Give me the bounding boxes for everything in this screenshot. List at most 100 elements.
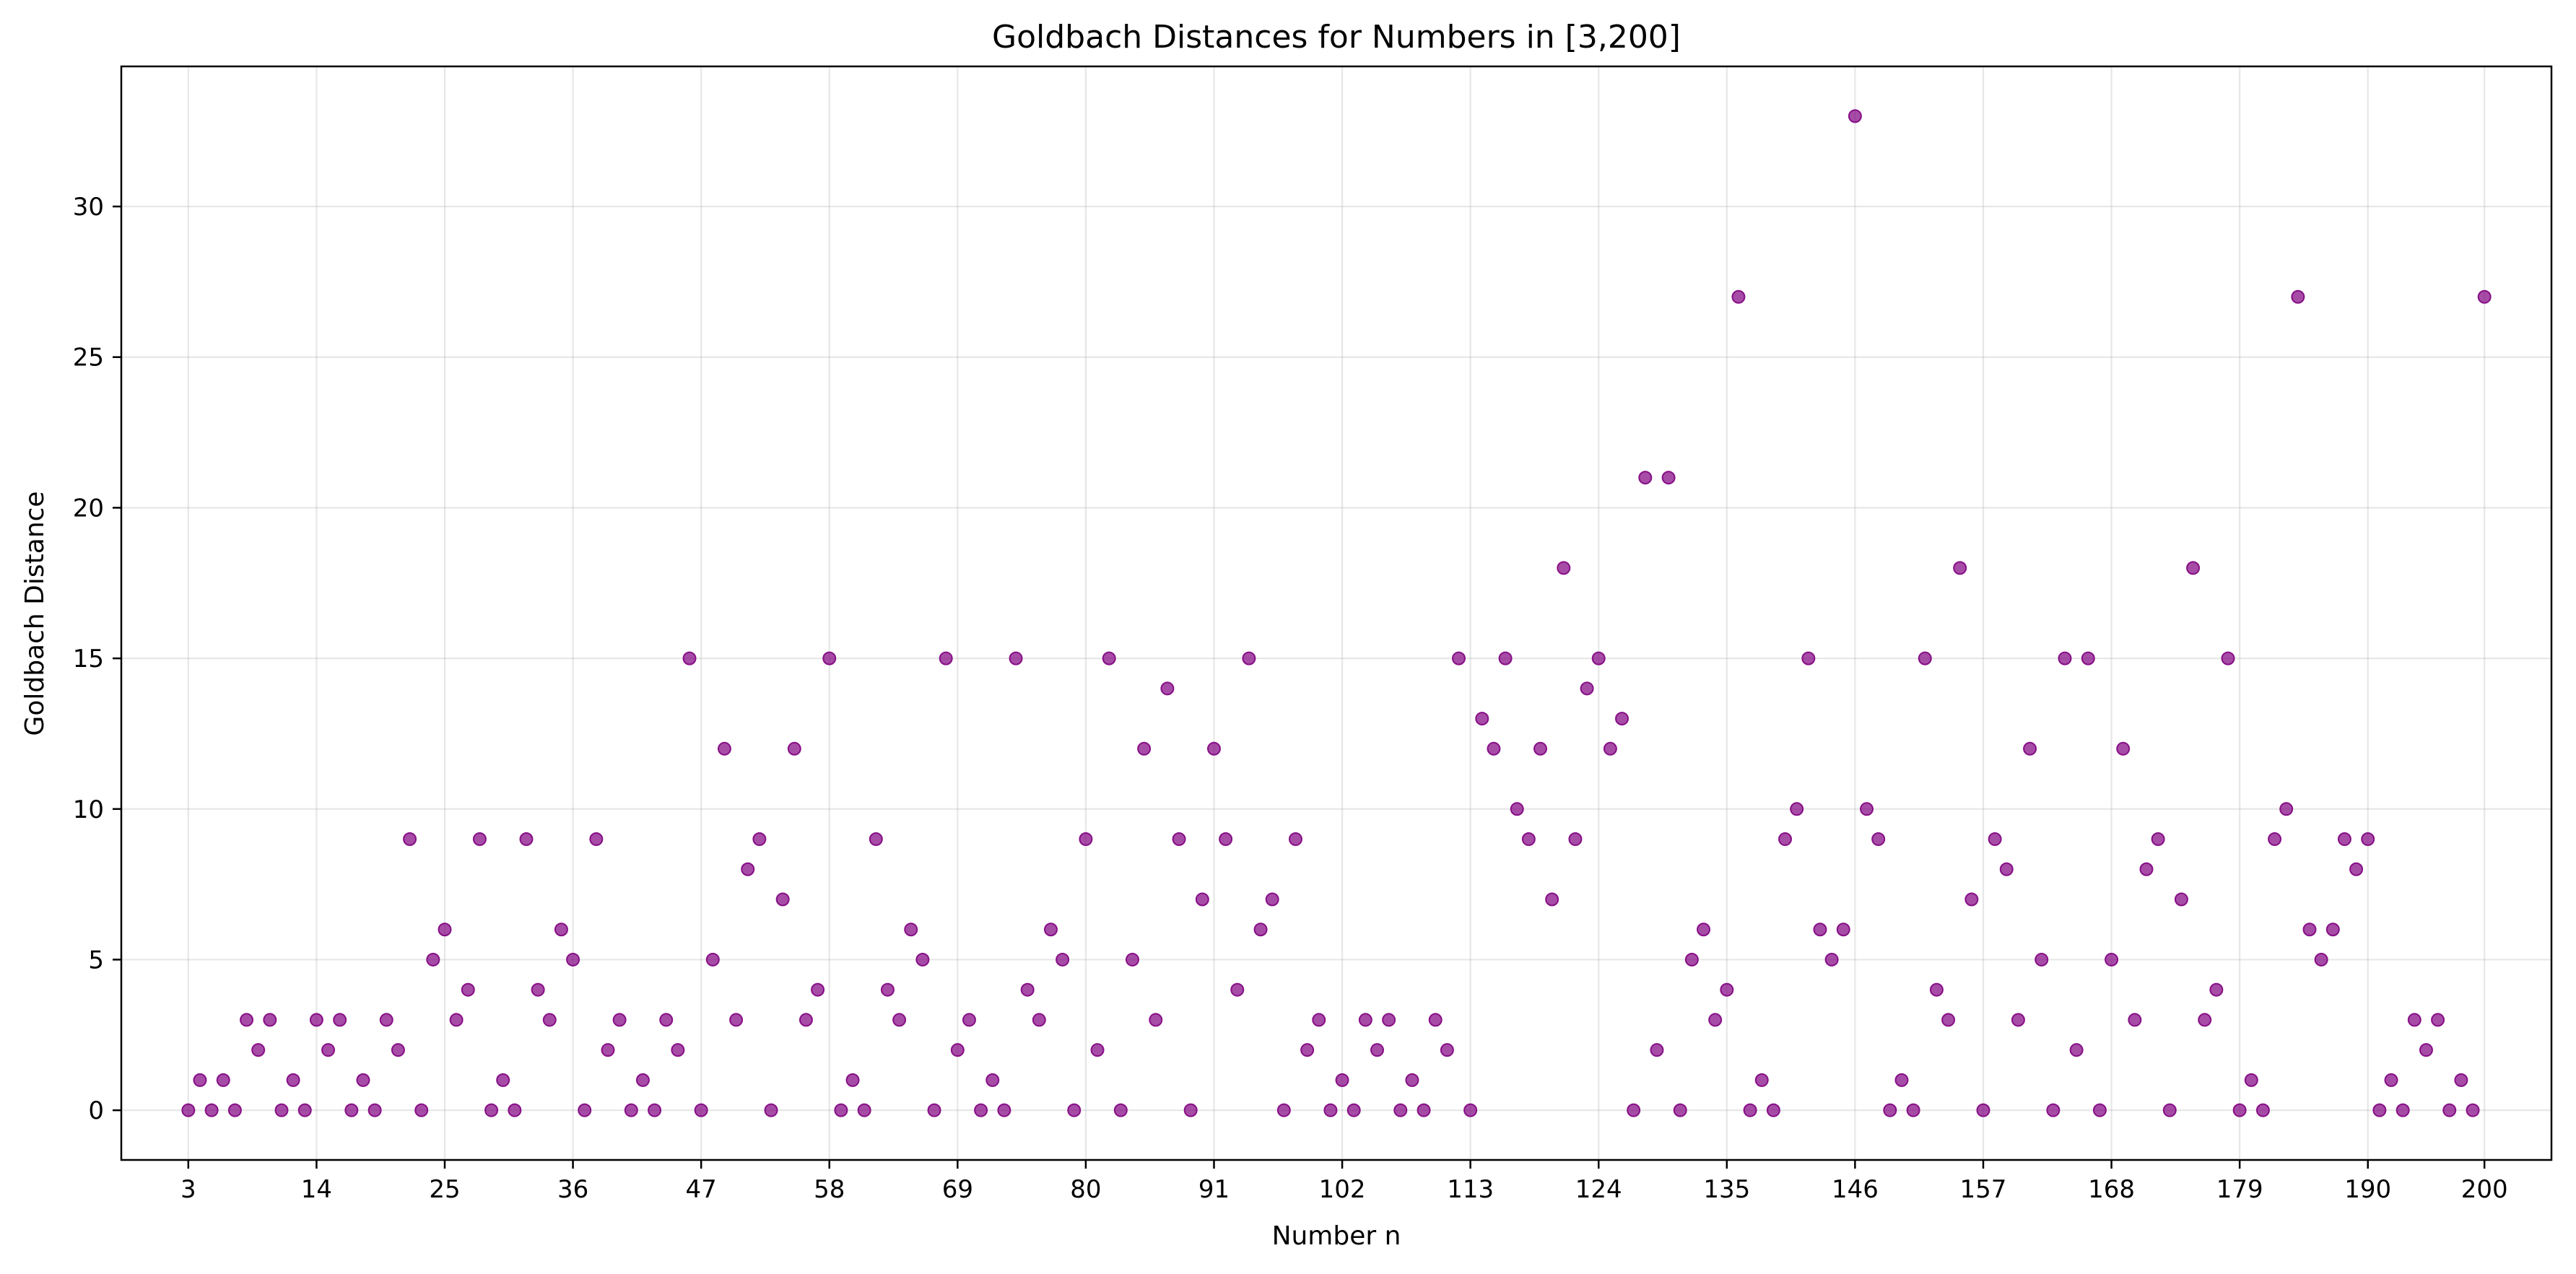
y-tick-label: 25 [73,344,104,372]
data-point [1510,802,1524,816]
data-point [1440,1043,1454,1057]
x-tick-label: 190 [2344,1175,2391,1204]
x-tick-label: 146 [1832,1175,1879,1204]
data-point [2162,1103,2177,1117]
data-point [414,1103,429,1117]
data-point [1673,1103,1687,1117]
data-point [263,1013,277,1027]
data-point [1498,651,1513,666]
data-point [1346,1103,1361,1117]
x-tick-label: 135 [1703,1175,1750,1204]
data-point [1533,741,1548,756]
data-point [1265,892,1279,907]
data-point [1801,651,1816,666]
data-point [950,1043,965,1057]
data-point [519,832,534,847]
data-point [2302,922,2317,937]
data-point [542,1013,557,1027]
data-point [1219,832,1233,847]
data-point [461,982,475,997]
data-point [671,1043,685,1057]
data-point [1731,289,1746,304]
data-point [2372,1103,2387,1117]
data-point [1591,651,1606,666]
data-point [2058,651,2072,666]
x-tick-label: 80 [1070,1175,1101,1204]
x-tick-label: 47 [686,1175,717,1204]
data-point [648,1103,662,1117]
data-point [472,832,487,847]
x-tick-label: 58 [814,1175,845,1204]
data-point [1276,1103,1291,1117]
data-point [1697,922,1711,937]
data-point [1941,1013,1956,1027]
data-point [297,1103,312,1117]
data-point [904,922,918,937]
data-point [1754,1073,1769,1087]
data-point [694,1103,708,1117]
data-point [2255,1103,2270,1117]
data-point [612,1013,627,1027]
data-point [729,1013,744,1027]
data-point [2105,952,2119,967]
data-point [2035,952,2049,967]
data-point [1521,832,1536,847]
data-point [1113,1103,1128,1117]
data-point [845,1073,860,1087]
data-point [2081,651,2095,666]
data-point [344,1103,359,1117]
x-tick-label: 36 [557,1175,588,1204]
data-point [1452,651,1466,666]
data-point [1708,1013,1723,1027]
data-point [682,651,697,666]
data-point [240,1013,254,1027]
data-point [985,1073,1000,1087]
data-point [2337,832,2351,847]
data-point [787,741,801,756]
y-tick-label: 30 [73,193,104,222]
data-point [1720,982,1734,997]
data-point [1195,892,1209,907]
data-point [752,832,767,847]
data-point [1743,1103,1757,1117]
x-tick-label: 113 [1447,1175,1494,1204]
data-point [1988,832,2002,847]
y-tick-label: 20 [73,494,104,523]
data-point [578,1103,592,1117]
x-tick-label: 168 [2088,1175,2135,1204]
data-point [1382,1013,1396,1027]
data-point [1172,832,1186,847]
data-point [1032,1013,1046,1027]
data-point [1894,1073,1909,1087]
data-point [508,1103,522,1117]
data-point [2011,1013,2025,1027]
data-point [1603,741,1617,756]
data-point [880,982,895,997]
data-point [1976,1103,1990,1117]
data-point [1463,1103,1478,1117]
data-point [1183,1103,1198,1117]
data-point [181,1103,196,1117]
x-tick-label: 14 [301,1175,332,1204]
data-point [869,832,883,847]
data-point [1661,471,1676,485]
data-point [2174,892,2188,907]
data-point [251,1043,266,1057]
data-point [1137,741,1152,756]
data-point [2069,1043,2084,1057]
data-point [717,741,731,756]
data-point [1906,1103,1920,1117]
data-point [741,862,755,876]
data-point [1020,982,1035,997]
data-point [2139,862,2154,876]
data-point [1102,651,1116,666]
data-point [1836,922,1850,937]
data-point [927,1103,941,1117]
data-point [1475,712,1489,726]
data-point [1883,1103,1897,1117]
x-tick-label: 200 [2461,1175,2508,1204]
data-point [1125,952,1139,967]
data-point [1253,922,1268,937]
data-point [309,1013,323,1027]
